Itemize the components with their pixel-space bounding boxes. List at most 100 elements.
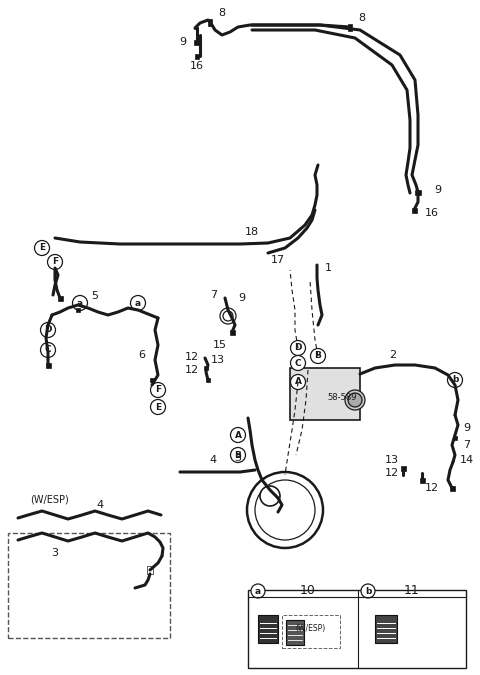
Text: 5: 5 (92, 291, 98, 301)
Text: 13: 13 (385, 455, 399, 465)
Text: 13: 13 (211, 355, 225, 365)
Text: a: a (135, 298, 141, 308)
Text: F: F (155, 385, 161, 394)
Circle shape (260, 486, 280, 506)
Bar (375, 615, 397, 643)
Circle shape (348, 393, 362, 407)
Text: C: C (45, 346, 51, 354)
Text: 9: 9 (463, 423, 470, 433)
Circle shape (290, 375, 305, 389)
Circle shape (311, 348, 325, 364)
Text: 58-589: 58-589 (327, 392, 357, 402)
Bar (290, 368, 360, 420)
Circle shape (361, 584, 375, 598)
Bar (194, 40, 200, 45)
Text: 3: 3 (51, 548, 59, 558)
Text: F: F (52, 257, 58, 267)
Bar (248, 590, 466, 668)
Bar (204, 366, 208, 370)
Circle shape (230, 427, 245, 443)
Text: 11: 11 (404, 585, 420, 597)
Text: a: a (255, 587, 261, 595)
Text: 12: 12 (185, 365, 199, 375)
Text: 8: 8 (359, 13, 366, 23)
Text: 12: 12 (185, 352, 199, 362)
Text: A: A (295, 377, 301, 387)
Text: 16: 16 (425, 208, 439, 218)
Text: 9: 9 (180, 37, 187, 47)
FancyBboxPatch shape (8, 533, 170, 638)
Circle shape (251, 584, 265, 598)
Text: (W/ESP): (W/ESP) (30, 495, 69, 505)
Circle shape (48, 254, 62, 269)
Text: b: b (452, 375, 458, 385)
Bar (150, 378, 154, 382)
Text: D: D (294, 344, 302, 352)
Circle shape (223, 311, 233, 321)
FancyBboxPatch shape (282, 615, 340, 648)
Text: a: a (77, 298, 83, 308)
Bar (258, 615, 278, 643)
Circle shape (131, 296, 145, 310)
Text: 17: 17 (271, 255, 285, 265)
Text: 3: 3 (235, 453, 241, 463)
Text: B: B (235, 450, 241, 460)
Bar (449, 485, 455, 491)
Circle shape (151, 383, 166, 398)
Bar (46, 362, 50, 367)
Circle shape (255, 480, 315, 540)
Circle shape (35, 240, 49, 256)
Circle shape (220, 308, 236, 324)
Text: 7: 7 (210, 290, 217, 300)
Text: D: D (44, 325, 52, 335)
Circle shape (247, 472, 323, 548)
Text: E: E (39, 244, 45, 252)
Text: 2: 2 (389, 350, 396, 360)
Bar (229, 329, 235, 335)
Bar (147, 566, 153, 574)
Text: 10: 10 (300, 585, 316, 597)
Bar (411, 207, 417, 213)
Text: 16: 16 (190, 61, 204, 71)
Text: 12: 12 (425, 483, 439, 493)
Text: 8: 8 (218, 8, 226, 18)
Text: 18: 18 (245, 227, 259, 237)
Text: 9: 9 (434, 185, 442, 195)
Text: 1: 1 (324, 263, 332, 273)
Text: 4: 4 (96, 500, 104, 510)
Text: E: E (155, 402, 161, 412)
Bar (420, 477, 424, 483)
Bar (348, 24, 352, 30)
Bar (58, 296, 62, 300)
Bar (286, 620, 304, 645)
Text: (W/ESP): (W/ESP) (296, 624, 326, 632)
Circle shape (230, 448, 245, 462)
Text: b: b (365, 587, 371, 595)
Text: A: A (235, 431, 241, 439)
Circle shape (345, 390, 365, 410)
Bar (453, 436, 457, 440)
Circle shape (72, 296, 87, 310)
Circle shape (40, 342, 56, 358)
Text: 4: 4 (209, 455, 216, 465)
Circle shape (447, 373, 463, 387)
Text: B: B (314, 352, 322, 360)
Text: 9: 9 (239, 293, 246, 303)
Circle shape (40, 323, 56, 338)
Text: 15: 15 (213, 340, 227, 350)
Text: 14: 14 (460, 455, 474, 465)
Circle shape (290, 340, 305, 356)
Text: C: C (295, 358, 301, 367)
Bar (195, 53, 199, 59)
Bar (415, 190, 421, 194)
Text: 7: 7 (463, 440, 470, 450)
Circle shape (290, 356, 305, 371)
Text: 12: 12 (385, 468, 399, 478)
Bar (208, 18, 212, 26)
Circle shape (151, 400, 166, 414)
Bar (76, 308, 80, 312)
Bar (206, 378, 210, 382)
Bar (226, 310, 230, 314)
Bar (400, 466, 406, 470)
Text: 6: 6 (139, 350, 145, 360)
